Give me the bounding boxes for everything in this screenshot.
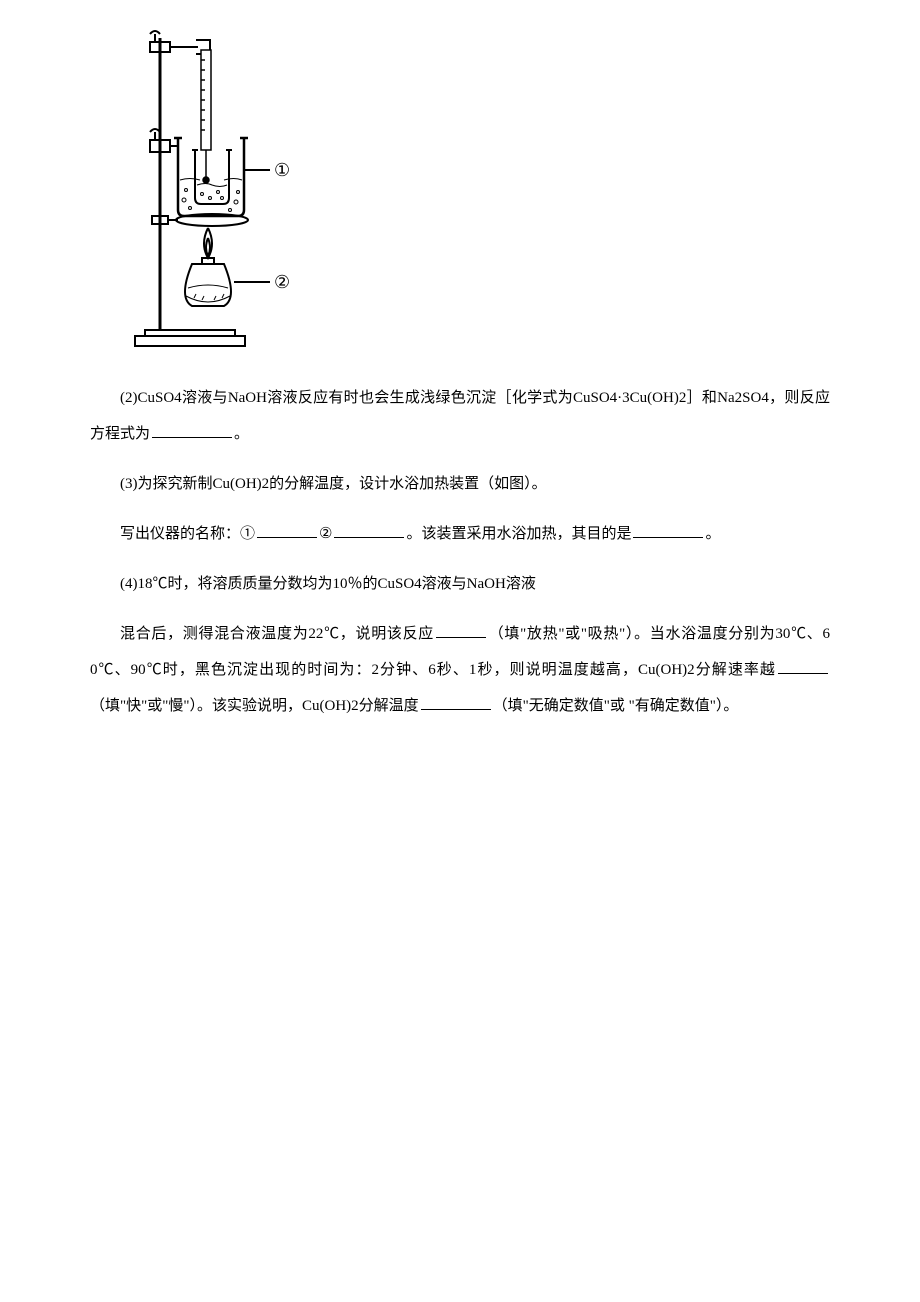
- q4b-blank2: [778, 658, 828, 674]
- question-4b: 混合后，测得混合液温度为22℃，说明该反应（填"放热"或"吸热"）。当水浴温度分…: [90, 616, 830, 724]
- q3b-t4: 。: [705, 526, 720, 542]
- q2-blank: [152, 422, 232, 438]
- q3b-blank2: [334, 522, 404, 538]
- q3b-t1: 写出仪器的名称：①: [120, 526, 255, 542]
- apparatus-figure: ①: [130, 30, 300, 360]
- q4b-blank3: [421, 694, 491, 710]
- q3b-t3: 。该装置采用水浴加热，其目的是: [406, 526, 631, 542]
- q4b-t1: 混合后，测得混合液温度为22℃，说明该反应: [120, 626, 434, 642]
- figure-label-2: ②: [274, 272, 290, 292]
- question-4a: (4)18℃时，将溶质质量分数均为10％的CuSO4溶液与NaOH溶液: [90, 566, 830, 602]
- q3b-blank1: [257, 522, 317, 538]
- question-3b: 写出仪器的名称：① ② 。该装置采用水浴加热，其目的是 。: [90, 516, 830, 552]
- q4b-blank1: [436, 622, 486, 638]
- q4b-t4: （填"无确定数值"或 "有确定数值"）。: [493, 698, 739, 714]
- q3b-t2: ②: [319, 526, 332, 542]
- question-3a: (3)为探究新制Cu(OH)2的分解温度，设计水浴加热装置（如图）。: [90, 466, 830, 502]
- q3b-blank3: [633, 522, 703, 538]
- q2-text-b: 。: [234, 426, 249, 442]
- q4a-text: (4)18℃时，将溶质质量分数均为10％的CuSO4溶液与NaOH溶液: [120, 576, 536, 592]
- question-2: (2)CuSO4溶液与NaOH溶液反应有时也会生成浅绿色沉淀［化学式为CuSO4…: [90, 380, 830, 452]
- document-page: ①: [0, 0, 920, 938]
- apparatus-figure-container: ①: [130, 30, 830, 360]
- q3a-text: (3)为探究新制Cu(OH)2的分解温度，设计水浴加热装置（如图）。: [120, 476, 547, 492]
- q4b-t3: （填"快"或"慢"）。该实验说明，Cu(OH)2分解温度: [90, 698, 419, 714]
- figure-label-1: ①: [274, 160, 290, 180]
